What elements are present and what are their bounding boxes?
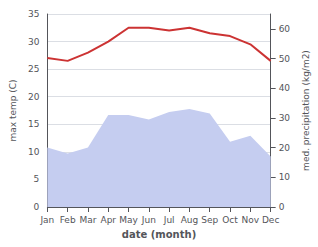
svg-text:Apr: Apr bbox=[100, 215, 116, 225]
svg-text:0: 0 bbox=[34, 202, 40, 212]
svg-text:20: 20 bbox=[279, 143, 291, 153]
svg-text:max temp (C): max temp (C) bbox=[8, 79, 18, 141]
svg-text:20: 20 bbox=[28, 92, 40, 102]
svg-text:30: 30 bbox=[279, 113, 291, 123]
svg-text:Jun: Jun bbox=[141, 215, 156, 225]
svg-text:10: 10 bbox=[279, 172, 291, 182]
svg-text:Jan: Jan bbox=[39, 215, 54, 225]
svg-text:50: 50 bbox=[279, 54, 291, 64]
svg-text:date (month): date (month) bbox=[122, 229, 196, 240]
svg-text:40: 40 bbox=[279, 83, 291, 93]
svg-text:15: 15 bbox=[28, 119, 39, 129]
svg-text:25: 25 bbox=[28, 64, 39, 74]
svg-text:Mar: Mar bbox=[79, 215, 96, 225]
svg-text:Nov: Nov bbox=[242, 215, 260, 225]
svg-text:Sep: Sep bbox=[201, 215, 218, 225]
svg-text:30: 30 bbox=[28, 37, 40, 47]
svg-text:Aug: Aug bbox=[181, 215, 199, 225]
svg-text:Jul: Jul bbox=[163, 215, 175, 225]
svg-text:Oct: Oct bbox=[222, 215, 238, 225]
svg-text:med. precipitation (kg/m2): med. precipitation (kg/m2) bbox=[301, 50, 311, 171]
svg-text:5: 5 bbox=[34, 174, 40, 184]
svg-text:60: 60 bbox=[279, 24, 291, 34]
svg-text:May: May bbox=[119, 215, 138, 225]
svg-text:35: 35 bbox=[28, 9, 39, 19]
svg-text:10: 10 bbox=[28, 147, 40, 157]
svg-text:0: 0 bbox=[279, 202, 285, 212]
svg-text:Dec: Dec bbox=[262, 215, 279, 225]
svg-text:Feb: Feb bbox=[60, 215, 76, 225]
